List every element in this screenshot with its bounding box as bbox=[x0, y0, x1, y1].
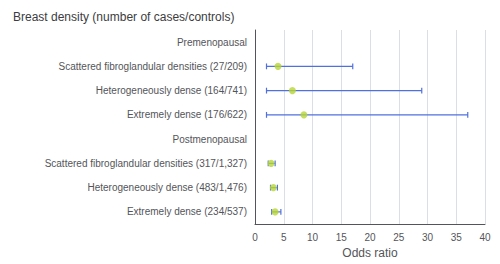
svg-text:Odds ratio: Odds ratio bbox=[342, 246, 398, 260]
svg-text:20: 20 bbox=[364, 232, 376, 243]
svg-text:10: 10 bbox=[307, 232, 319, 243]
svg-text:Postmenopausal: Postmenopausal bbox=[173, 134, 248, 145]
svg-text:Heterogeneously dense (483/1,4: Heterogeneously dense (483/1,476) bbox=[87, 182, 247, 193]
svg-text:15: 15 bbox=[336, 232, 348, 243]
svg-text:40: 40 bbox=[479, 232, 491, 243]
svg-text:Scattered fibroglandular densi: Scattered fibroglandular densities (27/2… bbox=[59, 61, 247, 72]
svg-text:25: 25 bbox=[393, 232, 405, 243]
svg-text:Heterogeneously dense (164/741: Heterogeneously dense (164/741) bbox=[96, 85, 247, 96]
svg-text:Extremely dense (234/537): Extremely dense (234/537) bbox=[127, 206, 247, 217]
svg-text:30: 30 bbox=[422, 232, 434, 243]
svg-text:Scattered fibroglandular densi: Scattered fibroglandular densities (317/… bbox=[45, 158, 247, 169]
svg-text:Extremely dense (176/622): Extremely dense (176/622) bbox=[127, 109, 247, 120]
svg-text:Premenopausal: Premenopausal bbox=[177, 37, 247, 48]
svg-text:5: 5 bbox=[281, 232, 287, 243]
svg-text:0: 0 bbox=[252, 232, 258, 243]
svg-text:Breast density (number of case: Breast density (number of cases/controls… bbox=[13, 10, 234, 24]
svg-text:35: 35 bbox=[451, 232, 463, 243]
